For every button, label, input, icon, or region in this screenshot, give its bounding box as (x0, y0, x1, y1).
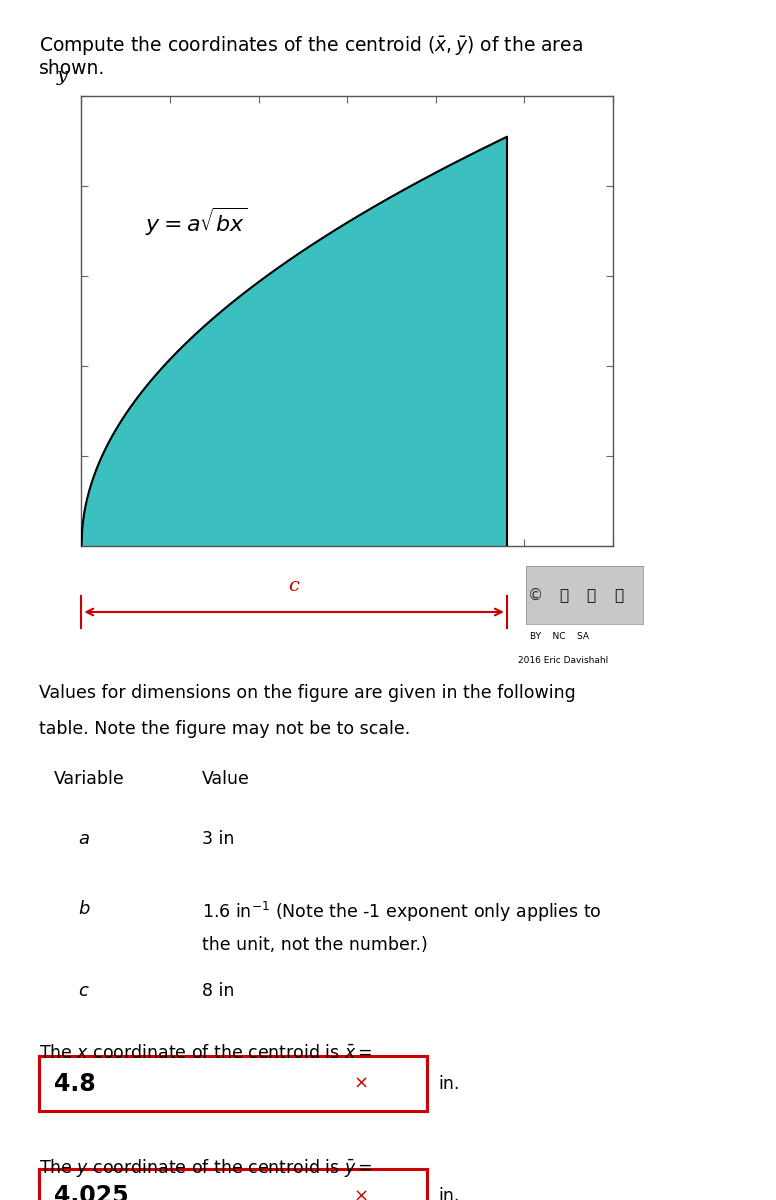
Text: in.: in. (438, 1187, 460, 1200)
Text: y: y (57, 67, 68, 85)
Text: Variable: Variable (54, 770, 125, 788)
Text: the unit, not the number.): the unit, not the number.) (202, 936, 428, 954)
Text: Ⓢ: Ⓢ (587, 588, 596, 602)
Text: Value: Value (202, 770, 250, 788)
Polygon shape (81, 137, 507, 546)
Text: table. Note the figure may not be to scale.: table. Note the figure may not be to sca… (39, 720, 410, 738)
Text: The $x$ coordinate of the centroid is $\bar{x} =$: The $x$ coordinate of the centroid is $\… (39, 1044, 372, 1062)
Text: 2016 Eric Davishahl: 2016 Eric Davishahl (518, 656, 608, 665)
Text: 3 in: 3 in (202, 830, 234, 848)
Text: ©: © (528, 588, 543, 602)
Text: ×: × (353, 1075, 369, 1092)
Text: Values for dimensions on the figure are given in the following: Values for dimensions on the figure are … (39, 684, 576, 702)
Text: BY    NC    SA: BY NC SA (530, 632, 589, 641)
Text: 1.6 in$^{-1}$ (Note the -1 exponent only applies to: 1.6 in$^{-1}$ (Note the -1 exponent only… (202, 900, 601, 924)
Text: shown.: shown. (39, 59, 105, 78)
Text: ⓞ: ⓞ (615, 588, 624, 602)
Text: The $y$ coordinate of the centroid is $\bar{y} =$: The $y$ coordinate of the centroid is $\… (39, 1157, 372, 1178)
Text: ⓘ: ⓘ (559, 588, 568, 602)
Text: 4.025: 4.025 (54, 1184, 129, 1200)
Text: 8 in: 8 in (202, 982, 234, 1000)
Text: $b$: $b$ (78, 900, 90, 918)
Text: $a$: $a$ (78, 830, 89, 848)
Text: x: x (613, 571, 624, 589)
Text: c: c (289, 577, 300, 595)
Text: in.: in. (438, 1075, 460, 1092)
Text: 4.8: 4.8 (54, 1072, 96, 1096)
Text: $y = a\sqrt{bx}$: $y = a\sqrt{bx}$ (145, 206, 248, 238)
Text: Compute the coordinates of the centroid $(\bar{x}, \bar{y})$ of the area: Compute the coordinates of the centroid … (39, 34, 583, 56)
Text: ×: × (353, 1187, 369, 1200)
Text: $c$: $c$ (78, 982, 89, 1000)
